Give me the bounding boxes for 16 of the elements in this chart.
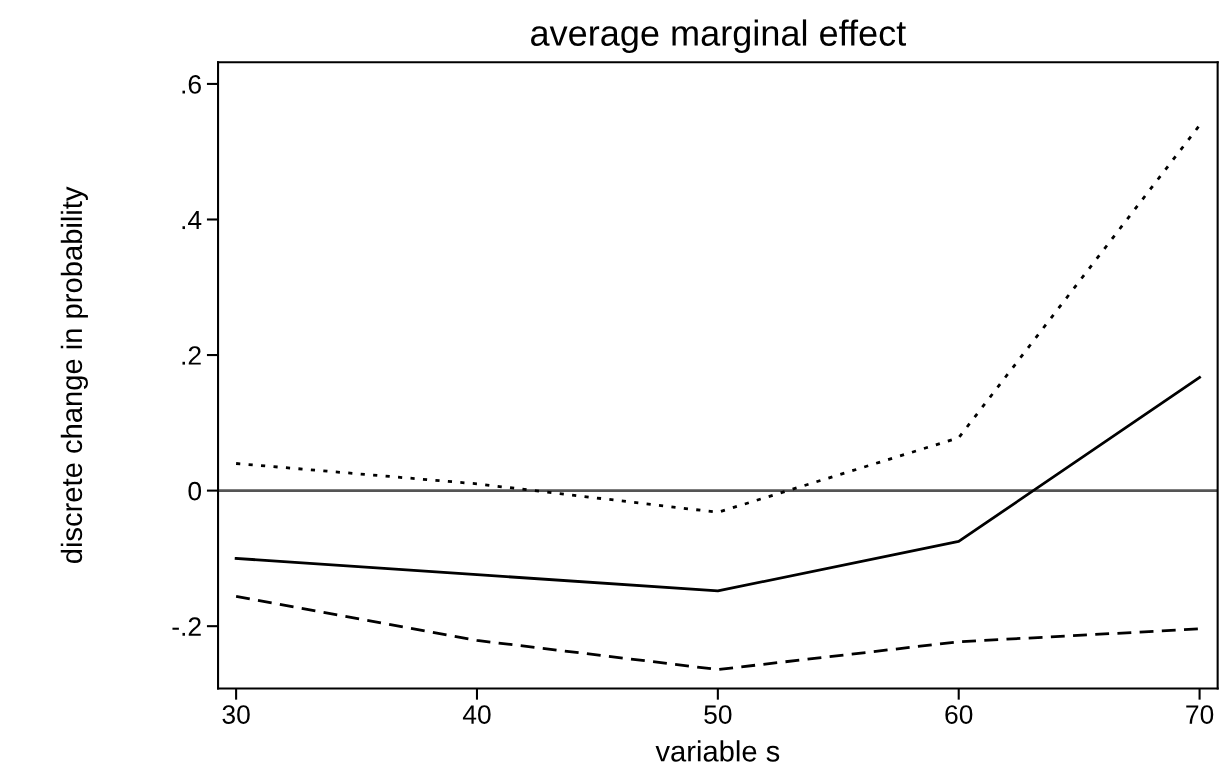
y-tick-label: -.2 — [172, 617, 201, 636]
x-tick-label: 50 — [704, 705, 732, 724]
y-tick-label: .2 — [182, 346, 201, 365]
line-series — [234, 376, 1201, 593]
y-tick-label: 0 — [188, 481, 202, 501]
x-tick-label: 60 — [945, 705, 973, 724]
line-series — [234, 594, 1201, 671]
line-series — [234, 123, 1201, 514]
x-tick-label: 30 — [222, 705, 250, 724]
x-tick-label: 70 — [1186, 705, 1214, 724]
y-tick-label: .4 — [182, 210, 202, 230]
chart-title: average marginal effect — [531, 19, 906, 54]
y-tick-label: .6 — [182, 75, 201, 94]
x-tick-label: 40 — [462, 705, 491, 724]
y-axis-title: discrete change in probability — [60, 186, 88, 564]
x-axis-title: variable s — [655, 740, 780, 762]
